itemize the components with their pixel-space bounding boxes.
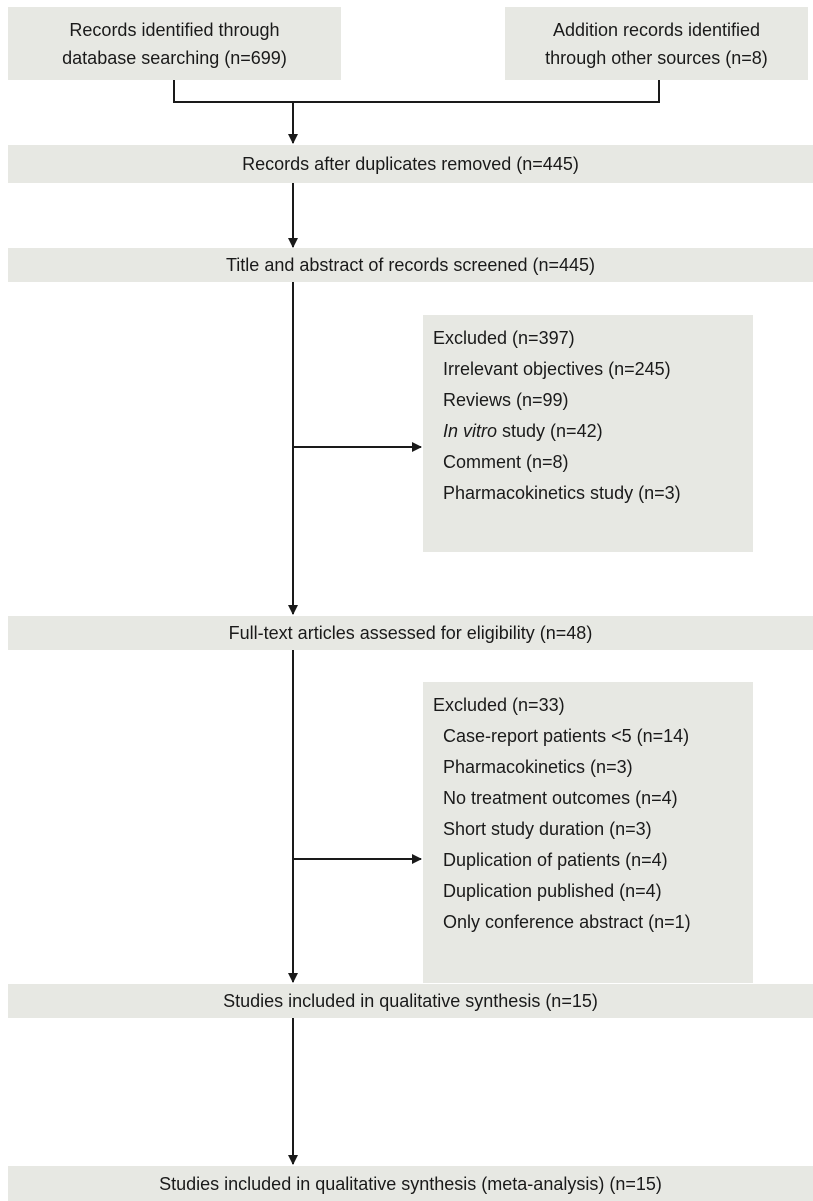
database-search-line-1: Records identified through (69, 19, 280, 40)
excluded-1-item: Comment (n=8) (443, 452, 569, 472)
meta-analysis-box: Studies included in qualitative synthesi… (8, 1166, 813, 1201)
excluded-box-2: Excluded (n=33) Case-report patients <5 … (423, 682, 753, 983)
excluded-2-item: Only conference abstract (n=1) (443, 912, 691, 932)
excluded-2-item: Pharmacokinetics (n=3) (443, 757, 633, 777)
database-search-line-2: database searching (n=699) (62, 47, 287, 68)
excluded-2-item: Duplication of patients (n=4) (443, 850, 668, 870)
other-sources-line-1: Addition records identified (552, 19, 761, 40)
excluded-1-item: Reviews (n=99) (443, 390, 569, 410)
in-vitro-italic: In vitro (443, 421, 498, 441)
database-search-box: Records identified through database sear… (8, 7, 341, 80)
qualitative-box: Studies included in qualitative synthesi… (8, 984, 813, 1018)
excluded-2-item: Short study duration (n=3) (443, 819, 652, 839)
excluded-1-item: Pharmacokinetics study (n=3) (443, 483, 681, 503)
full-text-box: Full-text articles assessed for eligibil… (8, 616, 813, 650)
screened-box: Title and abstract of records screened (… (8, 248, 813, 282)
in-vitro-rest: study (n=42) (497, 421, 603, 441)
excluded-1-heading: Excluded (n=397) (433, 328, 575, 348)
excluded-1-item: In vitro study (n=42) (433, 416, 753, 447)
excluded-1-item: Irrelevant objectives (n=245) (443, 359, 671, 379)
screened-text: Title and abstract of records screened (… (225, 255, 596, 275)
excluded-2-item: No treatment outcomes (n=4) (443, 788, 678, 808)
meta-analysis-text: Studies included in qualitative synthesi… (159, 1173, 662, 1194)
qualitative-text: Studies included in qualitative synthesi… (223, 991, 598, 1011)
merge-connector (173, 80, 660, 103)
excluded-2-item: Case-report patients <5 (n=14) (443, 726, 690, 746)
excluded-2-heading: Excluded (n=33) (433, 695, 565, 715)
other-sources-line-2: through other sources (n=8) (545, 47, 768, 68)
excluded-box-1: Excluded (n=397) Irrelevant objectives (… (423, 315, 753, 552)
excluded-2-item: Duplication published (n=4) (443, 881, 662, 901)
duplicates-removed-text: Records after duplicates removed (n=445) (242, 154, 579, 174)
full-text-text: Full-text articles assessed for eligibil… (228, 623, 593, 643)
duplicates-removed-box: Records after duplicates removed (n=445) (8, 145, 813, 183)
other-sources-box: Addition records identified through othe… (505, 7, 808, 80)
